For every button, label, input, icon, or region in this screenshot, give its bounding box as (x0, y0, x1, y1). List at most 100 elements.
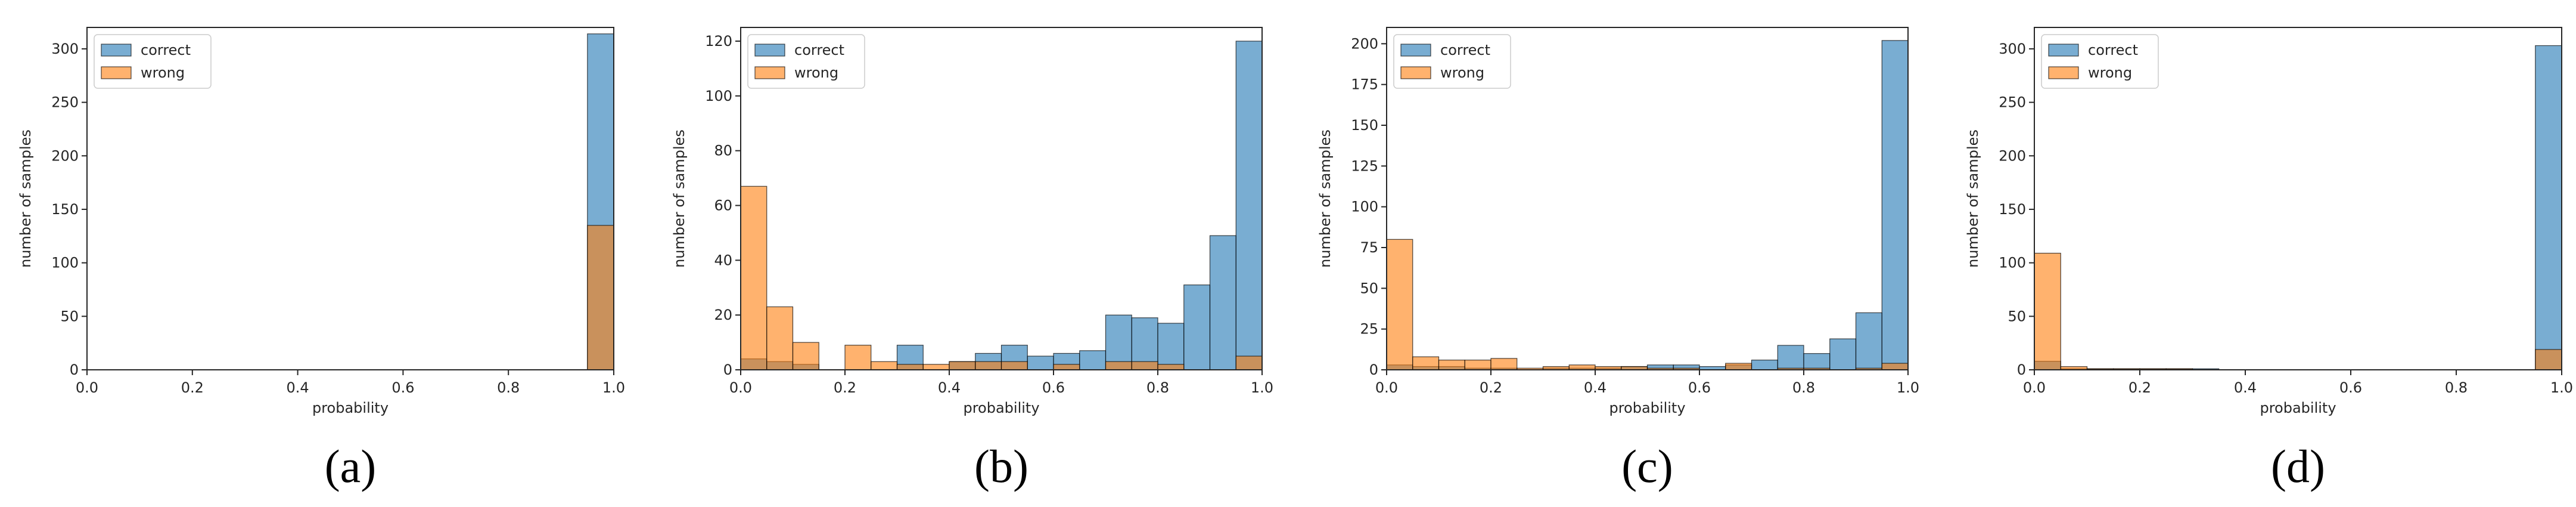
bar-wrong-bin-16 (1157, 364, 1185, 370)
x-tick-label: 0.6 (2339, 379, 2362, 396)
bar-correct-bin-18 (1209, 235, 1236, 370)
legend-swatch-wrong (1400, 66, 1431, 79)
bar-wrong-bin-19 (1235, 355, 1263, 370)
bar-wrong-bin-8 (949, 361, 976, 370)
x-tick-label: 0.8 (1792, 379, 1815, 396)
x-axis-label: probability (2260, 400, 2336, 416)
bar-correct-bin-17 (1829, 338, 1857, 370)
bar-correct-bin-15 (1777, 345, 1804, 370)
x-tick-label: 0.2 (181, 379, 204, 396)
bar-wrong-bin-10 (1000, 361, 1028, 370)
legend-swatch-correct (754, 44, 785, 57)
legend-swatch-correct (2048, 44, 2079, 57)
y-tick-label: 80 (714, 143, 732, 159)
bar-wrong-bin-6 (896, 364, 924, 370)
bar-wrong-bin-4 (844, 345, 872, 370)
y-tick-label: 60 (714, 197, 732, 214)
y-tick-label: 0 (1369, 361, 1378, 378)
y-axis-label: number of samples (17, 129, 34, 268)
x-tick-label: 0.6 (1688, 379, 1711, 396)
bar-correct-bin-19 (2535, 45, 2562, 370)
bar-correct-bin-16 (1803, 353, 1831, 370)
plot-frame (1386, 27, 1909, 370)
bar-wrong-bin-9 (975, 361, 1002, 370)
y-tick-label: 25 (1360, 321, 1378, 338)
chart-panel-c: 0.0 0.2 0.4 0.6 0.8 1.0 0 25 50 75 100 125 150 175 200… (1317, 27, 1919, 492)
bar-wrong-bin-1 (1412, 356, 1440, 370)
legend: correct wrong (1393, 34, 1511, 89)
bar-wrong-bin-7 (1568, 364, 1596, 370)
y-tick-label: 300 (1999, 41, 2026, 57)
legend-label-wrong: wrong (141, 64, 185, 81)
y-tick-label: 100 (1999, 255, 2026, 271)
bar-wrong-bin-7 (922, 364, 950, 370)
legend-label-wrong: wrong (794, 64, 838, 81)
chart-panel-d: 0.0 0.2 0.4 0.6 0.8 1.0 0 50 100 150 200 250 300 prob… (1965, 27, 2573, 492)
y-tick-label: 150 (1351, 117, 1378, 134)
legend-label-correct: correct (1440, 42, 1490, 58)
y-tick-label: 40 (714, 252, 732, 268)
x-tick-label: 0.4 (287, 379, 309, 396)
y-tick-label: 50 (2008, 308, 2026, 324)
y-tick-label: 200 (1999, 147, 2026, 164)
x-axis-label: probability (963, 400, 1039, 416)
x-axis-label: probability (1609, 400, 1685, 416)
bar-wrong-bin-13 (1725, 363, 1752, 370)
y-tick-label: 175 (1351, 76, 1378, 93)
panel-caption: (b) (974, 440, 1028, 492)
legend-swatch-correct (1400, 44, 1431, 57)
x-tick-label: 1.0 (602, 379, 625, 396)
legend-label-correct: correct (2088, 42, 2138, 58)
y-tick-label: 0 (70, 361, 79, 378)
y-axis-label: number of samples (671, 129, 688, 268)
y-axis-label: number of samples (1317, 129, 1334, 268)
x-tick-label: 0.4 (938, 379, 961, 396)
x-tick-label: 0.8 (497, 379, 520, 396)
legend-label-correct: correct (794, 42, 844, 58)
panel-caption: (d) (2271, 440, 2325, 492)
bar-wrong-bin-1 (766, 306, 794, 370)
bar-wrong-bin-19 (587, 225, 614, 370)
bar-wrong-bin-2 (792, 342, 819, 370)
legend-swatch-wrong (2048, 66, 2079, 79)
bar-wrong-bin-15 (1131, 361, 1158, 370)
y-tick-label: 150 (51, 201, 79, 218)
x-tick-label: 0.2 (1480, 379, 1502, 396)
y-tick-label: 125 (1351, 157, 1378, 174)
bar-correct-bin-19 (1235, 41, 1263, 370)
x-tick-label: 0.2 (834, 379, 856, 396)
legend-swatch-wrong (754, 66, 785, 79)
y-tick-label: 200 (51, 147, 79, 164)
legend: correct wrong (94, 34, 212, 89)
x-tick-label: 1.0 (1251, 379, 1273, 396)
y-tick-label: 75 (1360, 239, 1378, 256)
bar-wrong-bin-19 (2535, 349, 2562, 370)
bar-wrong-bin-0 (1386, 239, 1413, 370)
legend-label-wrong: wrong (2088, 64, 2132, 81)
bar-wrong-bin-12 (1053, 364, 1080, 370)
bar-correct-bin-14 (1751, 359, 1778, 370)
y-tick-label: 0 (2017, 361, 2026, 378)
legend-label-correct: correct (141, 42, 191, 58)
y-tick-label: 0 (723, 361, 732, 378)
x-tick-label: 0.6 (391, 379, 414, 396)
bar-wrong-bin-3 (1464, 359, 1491, 370)
y-tick-label: 50 (1360, 280, 1378, 296)
x-tick-label: 0.0 (729, 379, 752, 396)
legend: correct wrong (747, 34, 865, 89)
legend-swatch-wrong (101, 66, 132, 79)
x-axis-label: probability (312, 400, 389, 416)
y-tick-label: 50 (60, 308, 79, 324)
panel-caption: (a) (325, 440, 377, 492)
chart-panel-b: 0.0 0.2 0.4 0.6 0.8 1.0 0 20 40 60 80 100 120 probabi… (671, 27, 1273, 492)
y-tick-label: 100 (705, 88, 732, 104)
y-tick-label: 100 (1351, 199, 1378, 215)
x-tick-label: 0.6 (1042, 379, 1065, 396)
y-tick-label: 120 (705, 33, 732, 50)
x-tick-label: 0.4 (1584, 379, 1606, 396)
y-tick-label: 20 (714, 307, 732, 323)
x-tick-label: 0.8 (1146, 379, 1169, 396)
x-tick-label: 1.0 (1897, 379, 1919, 396)
bar-correct-bin-16 (1157, 323, 1185, 370)
